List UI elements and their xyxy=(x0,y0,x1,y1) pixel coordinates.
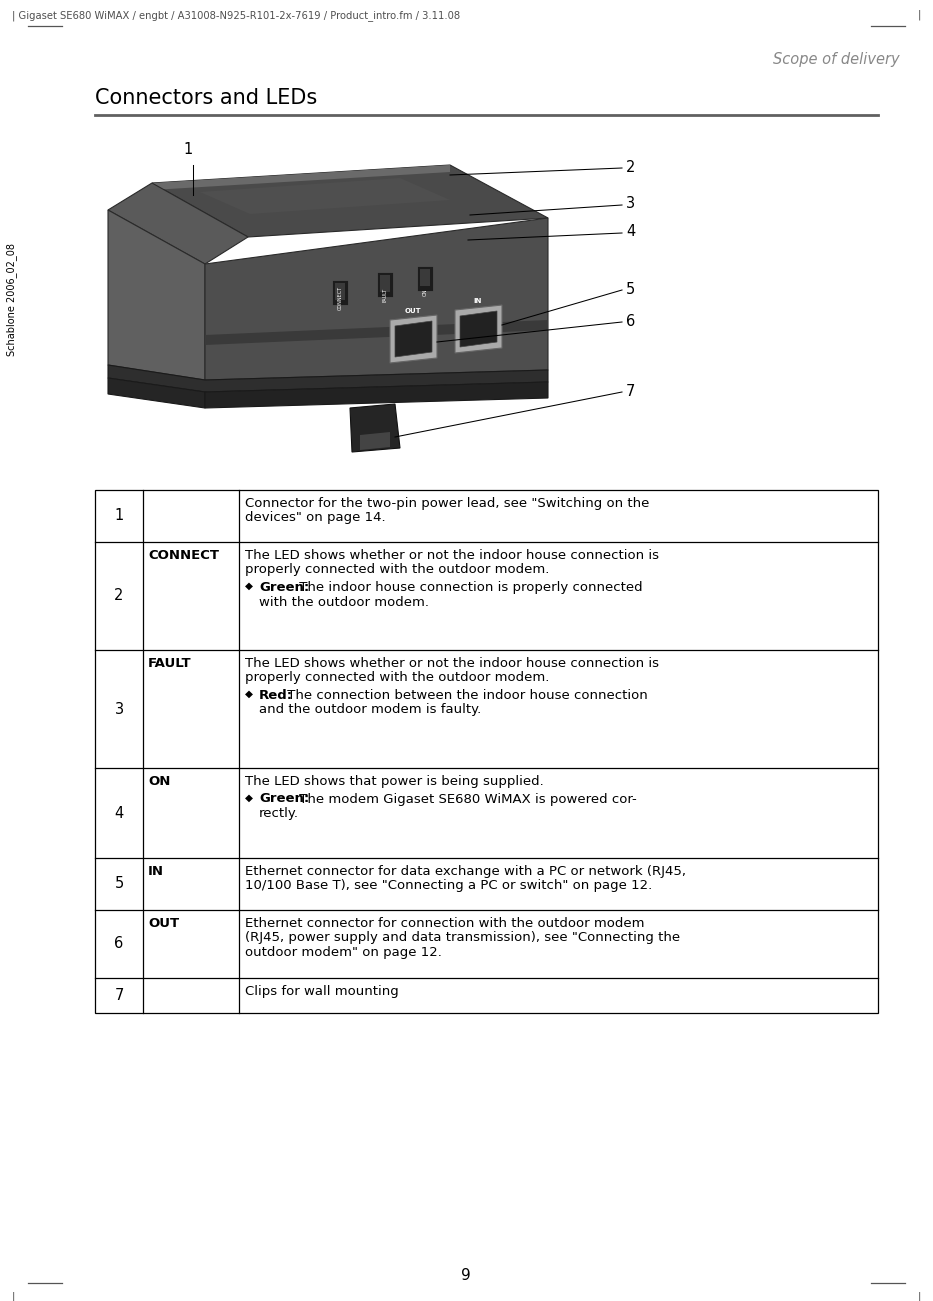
Text: Red:: Red: xyxy=(259,690,293,703)
Polygon shape xyxy=(460,311,497,347)
Text: OUT: OUT xyxy=(148,917,179,930)
Polygon shape xyxy=(205,382,548,409)
Text: Connectors and LEDs: Connectors and LEDs xyxy=(95,88,317,108)
Text: Clips for wall mounting: Clips for wall mounting xyxy=(245,985,398,998)
Polygon shape xyxy=(377,272,393,297)
Text: with the outdoor modem.: with the outdoor modem. xyxy=(259,596,429,609)
Text: Scope of delivery: Scope of delivery xyxy=(773,52,900,66)
Text: ◆: ◆ xyxy=(245,582,253,591)
Polygon shape xyxy=(395,321,432,356)
Text: 7: 7 xyxy=(626,384,635,398)
Polygon shape xyxy=(108,209,205,380)
Text: ◆: ◆ xyxy=(245,690,253,699)
Polygon shape xyxy=(108,183,248,264)
Polygon shape xyxy=(417,265,433,291)
Text: OUT: OUT xyxy=(405,308,422,314)
Text: |: | xyxy=(12,1292,15,1301)
Text: Green:: Green: xyxy=(259,792,309,805)
Polygon shape xyxy=(205,219,548,380)
Text: The modem Gigaset SE680 WiMAX is powered cor-: The modem Gigaset SE680 WiMAX is powered… xyxy=(295,792,636,805)
Polygon shape xyxy=(335,284,345,301)
Text: 2: 2 xyxy=(626,160,635,174)
Polygon shape xyxy=(152,165,548,237)
Text: The LED shows whether or not the indoor house connection is: The LED shows whether or not the indoor … xyxy=(245,549,659,562)
Text: Green:: Green: xyxy=(259,582,309,595)
Text: Connector for the two-pin power lead, see "Switching on the: Connector for the two-pin power lead, se… xyxy=(245,497,649,510)
Text: 5: 5 xyxy=(115,877,124,891)
Polygon shape xyxy=(350,405,400,451)
Text: 4: 4 xyxy=(626,225,635,239)
Text: Ethernet connector for data exchange with a PC or network (RJ45,: Ethernet connector for data exchange wit… xyxy=(245,865,686,878)
Text: 1: 1 xyxy=(115,509,124,523)
Text: 10/100 Base T), see "Connecting a PC or switch" on page 12.: 10/100 Base T), see "Connecting a PC or … xyxy=(245,879,652,892)
Text: FAULT: FAULT xyxy=(148,657,191,670)
Text: ON: ON xyxy=(148,775,171,788)
Text: properly connected with the outdoor modem.: properly connected with the outdoor mode… xyxy=(245,563,550,576)
Text: 6: 6 xyxy=(626,314,635,328)
Polygon shape xyxy=(360,432,390,450)
Text: 9: 9 xyxy=(461,1267,471,1283)
Text: rectly.: rectly. xyxy=(259,807,299,820)
Text: and the outdoor modem is faulty.: and the outdoor modem is faulty. xyxy=(259,704,481,717)
Text: 3: 3 xyxy=(626,196,635,212)
Text: IN: IN xyxy=(474,298,482,304)
Text: FAULT: FAULT xyxy=(383,288,387,302)
Polygon shape xyxy=(390,315,437,363)
Text: 3: 3 xyxy=(115,701,123,717)
Polygon shape xyxy=(455,304,502,353)
Text: 6: 6 xyxy=(115,937,124,951)
Text: |: | xyxy=(918,1292,921,1301)
Text: 1: 1 xyxy=(184,142,192,157)
Text: (RJ45, power supply and data transmission), see "Connecting the: (RJ45, power supply and data transmissio… xyxy=(245,932,680,945)
Text: Schablone 2006_02_08: Schablone 2006_02_08 xyxy=(7,243,18,356)
Polygon shape xyxy=(108,366,548,392)
Polygon shape xyxy=(332,280,348,304)
Text: |: | xyxy=(918,10,921,21)
Text: 2: 2 xyxy=(115,588,124,604)
Polygon shape xyxy=(200,178,450,213)
Text: properly connected with the outdoor modem.: properly connected with the outdoor mode… xyxy=(245,671,550,684)
Text: Ethernet connector for connection with the outdoor modem: Ethernet connector for connection with t… xyxy=(245,917,645,930)
Polygon shape xyxy=(420,269,430,286)
Polygon shape xyxy=(108,379,205,409)
Text: The LED shows that power is being supplied.: The LED shows that power is being suppli… xyxy=(245,775,544,788)
Text: 5: 5 xyxy=(626,281,635,297)
Text: CONNECT: CONNECT xyxy=(148,549,219,562)
Polygon shape xyxy=(380,275,390,291)
Text: ◆: ◆ xyxy=(245,792,253,803)
Text: 7: 7 xyxy=(115,987,124,1003)
Polygon shape xyxy=(152,165,450,190)
Polygon shape xyxy=(205,320,548,345)
Text: devices" on page 14.: devices" on page 14. xyxy=(245,511,385,524)
Text: The LED shows whether or not the indoor house connection is: The LED shows whether or not the indoor … xyxy=(245,657,659,670)
Text: IN: IN xyxy=(148,865,164,878)
Text: ON: ON xyxy=(423,289,427,297)
Text: 4: 4 xyxy=(115,805,124,821)
Bar xyxy=(95,490,878,1013)
Text: outdoor modem" on page 12.: outdoor modem" on page 12. xyxy=(245,946,442,959)
Text: CONNECT: CONNECT xyxy=(338,286,342,310)
Text: The connection between the indoor house connection: The connection between the indoor house … xyxy=(283,690,648,703)
Text: | Gigaset SE680 WiMAX / engbt / A31008-N925-R101-2x-7619 / Product_intro.fm / 3.: | Gigaset SE680 WiMAX / engbt / A31008-N… xyxy=(12,10,460,21)
Text: The indoor house connection is properly connected: The indoor house connection is properly … xyxy=(295,582,642,595)
